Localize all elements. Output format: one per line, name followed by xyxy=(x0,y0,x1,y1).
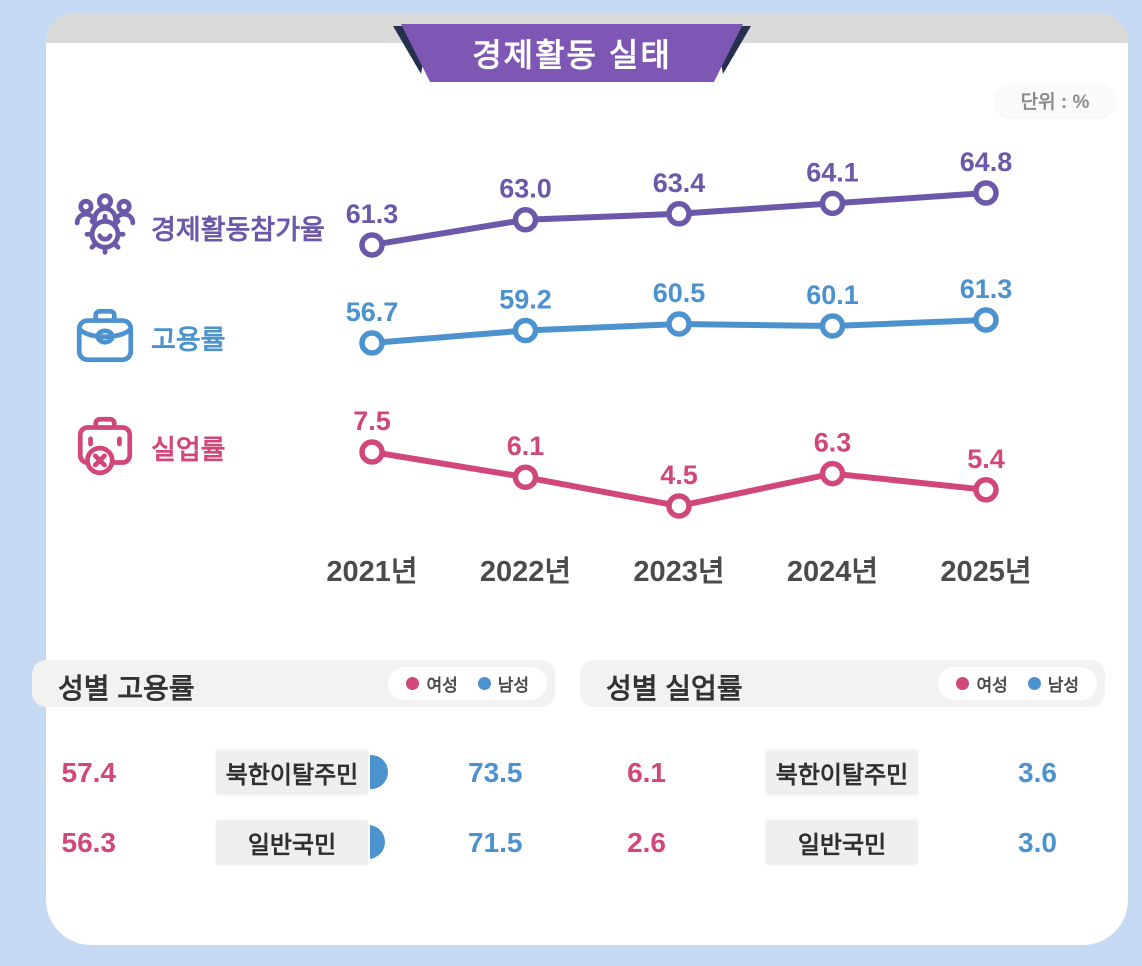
data-point-label: 61.3 xyxy=(346,199,399,229)
male-value: 3.6 xyxy=(1018,756,1057,788)
x-axis-label: 2022년 xyxy=(479,556,572,588)
briefcase-icon xyxy=(72,302,138,373)
data-point xyxy=(973,307,999,333)
legend-item-남성: 남성 xyxy=(1027,671,1079,696)
data-point xyxy=(666,201,692,227)
data-point xyxy=(359,232,385,258)
data-point xyxy=(819,190,846,217)
x-axis-label: 2021년 xyxy=(326,556,418,588)
data-point xyxy=(973,180,999,206)
series-key-unemployment: 실업률 xyxy=(72,412,226,483)
male-value: 71.5 xyxy=(468,826,523,858)
series-key-participation: 경제활동참가율 xyxy=(72,192,325,263)
data-point-label: 4.5 xyxy=(660,460,698,490)
data-point-label: 56.7 xyxy=(346,297,399,327)
data-point xyxy=(359,330,385,356)
data-point xyxy=(666,311,692,337)
category-label: 북한이탈주민 xyxy=(216,750,368,795)
data-point xyxy=(666,493,692,519)
legend-dot-icon xyxy=(406,677,420,690)
legend-dot-icon xyxy=(956,677,970,690)
female-value: 57.4 xyxy=(61,756,117,788)
title-ribbon: 경제활동 실태 xyxy=(393,24,751,82)
data-point xyxy=(819,460,846,487)
data-point-label: 60.1 xyxy=(806,280,859,310)
briefcase-x-icon xyxy=(72,412,138,483)
legend-label: 여성 xyxy=(426,676,458,695)
female-value: 6.1 xyxy=(627,756,666,788)
title-ribbon-body: 경제활동 실태 xyxy=(401,24,743,82)
bar-area: 북한이탈주민 xyxy=(127,750,457,795)
series-label-unemployment: 실업률 xyxy=(151,435,226,465)
category-label: 일반국민 xyxy=(766,820,918,865)
data-point-label: 64.1 xyxy=(806,157,859,187)
panel-title: 성별 실업률 xyxy=(606,673,743,704)
legend-label: 여성 xyxy=(976,676,1008,695)
data-point xyxy=(359,439,385,465)
data-point-label: 59.2 xyxy=(499,285,552,315)
series-label-participation: 경제활동참가율 xyxy=(151,215,325,245)
category-label: 북한이탈주민 xyxy=(766,750,918,795)
data-point-label: 6.3 xyxy=(814,428,852,458)
category-label: 일반국민 xyxy=(216,820,368,865)
page-title: 경제활동 실태 xyxy=(472,37,672,73)
data-point xyxy=(819,313,846,339)
gender-bar-row-일반국민: 56.3 일반국민 71.5 xyxy=(32,820,555,865)
legend-item-남성: 남성 xyxy=(477,671,529,696)
series-label-employment: 고용률 xyxy=(151,325,226,355)
male-value: 73.5 xyxy=(468,756,523,788)
data-point xyxy=(512,206,539,233)
legend-item-여성: 여성 xyxy=(956,671,1008,696)
data-point-label: 5.4 xyxy=(967,444,1005,474)
legend-dot-icon xyxy=(477,677,491,690)
panel-header-unemployment-by-gender: 성별 실업률 여성 남성 xyxy=(580,660,1105,707)
trend-line-chart: 61.3 63.0 63.4 64.1 64.8 56.7 59.2 60.5 60.1 61.3… xyxy=(346,150,1013,519)
people-gear-icon xyxy=(72,192,138,263)
x-axis-label: 2025년 xyxy=(940,556,1032,588)
data-point-label: 6.1 xyxy=(507,431,545,461)
gender-bar-row-일반국민: 2.6 일반국민 3.0 xyxy=(582,820,1105,865)
legend-label: 남성 xyxy=(497,676,529,695)
data-point xyxy=(512,317,539,344)
data-point-label: 63.0 xyxy=(499,174,552,204)
series-key-employment: 고용률 xyxy=(72,302,226,373)
panel-rows-employment-by-gender: 57.4 북한이탈주민 73.5 56.3 일반국민 71.5 xyxy=(32,750,555,865)
panel-title: 성별 고용률 xyxy=(58,673,195,704)
bar-area: 북한이탈주민 xyxy=(677,750,1007,795)
data-point-label: 63.4 xyxy=(653,168,706,198)
data-point-label: 64.8 xyxy=(960,150,1013,177)
gender-bar-row-북한이탈주민: 57.4 북한이탈주민 73.5 xyxy=(32,750,555,795)
data-point-label: 60.5 xyxy=(653,278,706,308)
gender-legend: 여성 남성 xyxy=(388,667,547,700)
female-value: 2.6 xyxy=(627,826,666,858)
data-point xyxy=(973,477,999,503)
gender-bar-row-북한이탈주민: 6.1 북한이탈주민 3.6 xyxy=(582,750,1105,795)
gender-legend: 여성 남성 xyxy=(938,667,1097,700)
male-value: 3.0 xyxy=(1018,826,1057,858)
panel-rows-unemployment-by-gender: 6.1 북한이탈주민 3.6 2.6 일반국민 3.0 xyxy=(582,750,1105,865)
panel-header-employment-by-gender: 성별 고용률 여성 남성 xyxy=(32,660,555,707)
x-axis-label: 2024년 xyxy=(786,556,879,588)
legend-dot-icon xyxy=(1027,677,1041,690)
female-value: 56.3 xyxy=(61,826,117,858)
bar-area: 일반국민 xyxy=(127,820,457,865)
legend-item-여성: 여성 xyxy=(406,671,458,696)
data-point xyxy=(512,464,539,490)
data-point-label: 61.3 xyxy=(960,274,1013,304)
unit-badge: 단위 : % xyxy=(995,84,1115,117)
data-point-label: 7.5 xyxy=(353,406,391,436)
bar-area: 일반국민 xyxy=(677,820,1007,865)
x-axis-label: 2023년 xyxy=(633,556,725,588)
legend-label: 남성 xyxy=(1047,676,1079,695)
